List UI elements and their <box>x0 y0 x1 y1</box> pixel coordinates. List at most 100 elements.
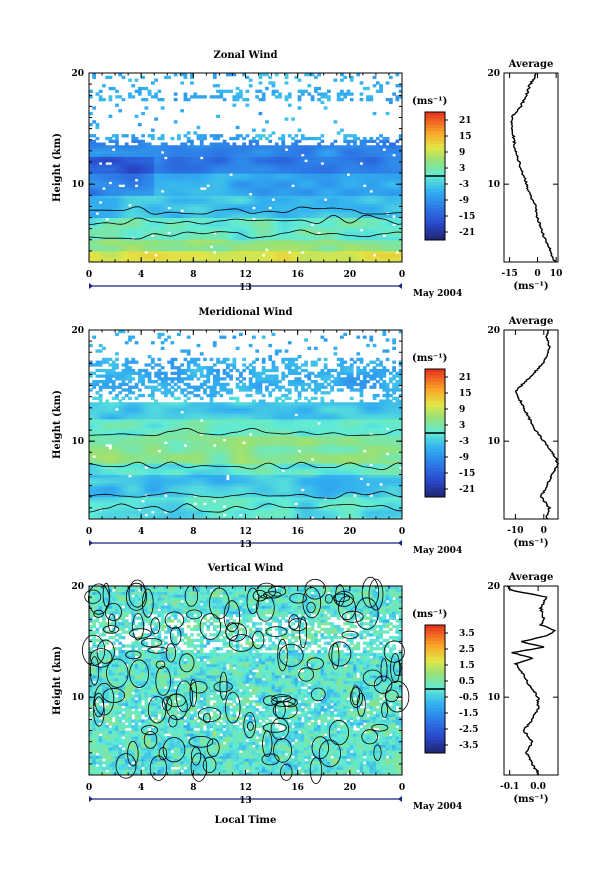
heatmap-cell <box>167 211 172 216</box>
heatmap-cell <box>327 236 331 241</box>
heatmap-cell <box>209 181 214 185</box>
heatmap-cell <box>137 181 142 185</box>
heatmap-cell <box>252 214 256 219</box>
heatmap-cell <box>147 220 152 224</box>
heatmap-cell <box>203 250 207 255</box>
heatmap-cell <box>284 150 289 155</box>
heatmap-cell <box>144 159 149 163</box>
heatmap-cell <box>304 211 308 216</box>
heatmap-cell <box>327 253 331 257</box>
x-tick-label: 0 <box>86 270 92 280</box>
heatmap-cell <box>281 214 286 219</box>
heatmap-cell <box>238 173 243 177</box>
colorbar-swatch <box>425 128 445 132</box>
heatmap-cell <box>186 98 191 102</box>
heatmap-cell <box>209 145 214 149</box>
heatmap-cell <box>281 228 286 232</box>
heatmap-cell <box>252 192 256 196</box>
heatmap-cell <box>186 156 191 160</box>
heatmap-cell <box>131 173 136 177</box>
heatmap-cell <box>388 256 393 260</box>
heatmap-cell <box>212 95 217 99</box>
heatmap-cell <box>115 164 119 168</box>
heatmap-cell <box>147 225 152 230</box>
heatmap-cell <box>291 253 295 257</box>
heatmap-cell <box>261 239 266 244</box>
heatmap-cell <box>209 236 214 241</box>
heatmap-cell <box>356 203 361 207</box>
heatmap-cell <box>375 181 380 185</box>
heatmap-cell <box>190 178 194 182</box>
heatmap-cell <box>287 234 292 238</box>
heatmap-cell <box>170 228 175 232</box>
heatmap-cell <box>268 150 273 155</box>
heatmap-cell <box>157 195 162 199</box>
colorbar-swatch <box>425 230 445 234</box>
heatmap-cell <box>379 189 383 194</box>
heatmap-cell <box>379 234 383 238</box>
heatmap-cell <box>134 245 139 249</box>
heatmap-cell <box>102 217 106 221</box>
heatmap-cell <box>313 195 318 199</box>
heatmap-cell <box>105 178 110 182</box>
colorbar-swatch <box>425 150 445 154</box>
heatmap-cell <box>388 175 393 180</box>
heatmap-cell <box>278 214 282 219</box>
heatmap-cell <box>232 167 237 171</box>
heatmap-cell <box>157 239 162 244</box>
heatmap-cell <box>320 259 325 263</box>
heatmap-cell <box>212 206 217 210</box>
heatmap-cell <box>95 468 100 473</box>
heatmap-cell <box>108 491 113 495</box>
heatmap-cell <box>245 164 250 168</box>
heatmap-cell <box>121 192 126 196</box>
heatmap-cell <box>372 178 377 182</box>
heatmap-cell <box>98 510 103 514</box>
heatmap-cell <box>124 134 129 138</box>
heatmap-cell <box>180 234 185 238</box>
heatmap-cell <box>209 170 214 174</box>
heatmap-cell <box>183 150 188 155</box>
heatmap-cell <box>310 150 315 155</box>
heatmap-cell <box>167 167 172 171</box>
heatmap-cell <box>160 253 165 257</box>
heatmap-cell <box>92 75 97 80</box>
heatmap-cell <box>336 203 341 207</box>
heatmap-cell <box>310 228 315 232</box>
heatmap-cell <box>108 416 113 420</box>
heatmap-cell <box>307 214 312 219</box>
heatmap-cell <box>265 211 269 216</box>
heatmap-cell <box>92 239 97 244</box>
heatmap-cell <box>238 242 243 246</box>
heatmap-cell <box>252 148 256 152</box>
heatmap-cell <box>385 259 390 263</box>
heatmap-cell <box>193 253 198 257</box>
heatmap-cell <box>284 175 289 180</box>
heatmap-cell <box>271 92 276 96</box>
heatmap-cell <box>222 236 227 241</box>
heatmap-cell <box>173 170 178 174</box>
heatmap-cell <box>248 142 253 146</box>
heatmap-cell <box>398 145 403 149</box>
heatmap-cell <box>313 156 318 160</box>
heatmap-cell <box>111 416 116 420</box>
heatmap-cell <box>291 236 295 241</box>
heatmap-cell <box>115 173 119 177</box>
heatmap-cell <box>160 236 165 241</box>
heatmap-cell <box>180 250 185 255</box>
colorbar-swatch <box>425 118 445 122</box>
heatmap-cell <box>356 153 361 157</box>
heatmap-cell <box>108 371 113 375</box>
heatmap-cell <box>340 203 344 207</box>
heatmap-cell <box>111 156 116 160</box>
heatmap-cell <box>245 239 250 244</box>
heatmap-cell <box>108 239 113 244</box>
heatmap-cell <box>144 236 149 241</box>
heatmap-cell <box>154 214 158 219</box>
heatmap-cell <box>258 217 263 221</box>
heatmap-cell <box>147 195 152 199</box>
heatmap-cell <box>121 214 126 219</box>
heatmap-cell <box>154 250 158 255</box>
heatmap-cell <box>362 161 367 166</box>
heatmap-cell <box>115 513 119 517</box>
